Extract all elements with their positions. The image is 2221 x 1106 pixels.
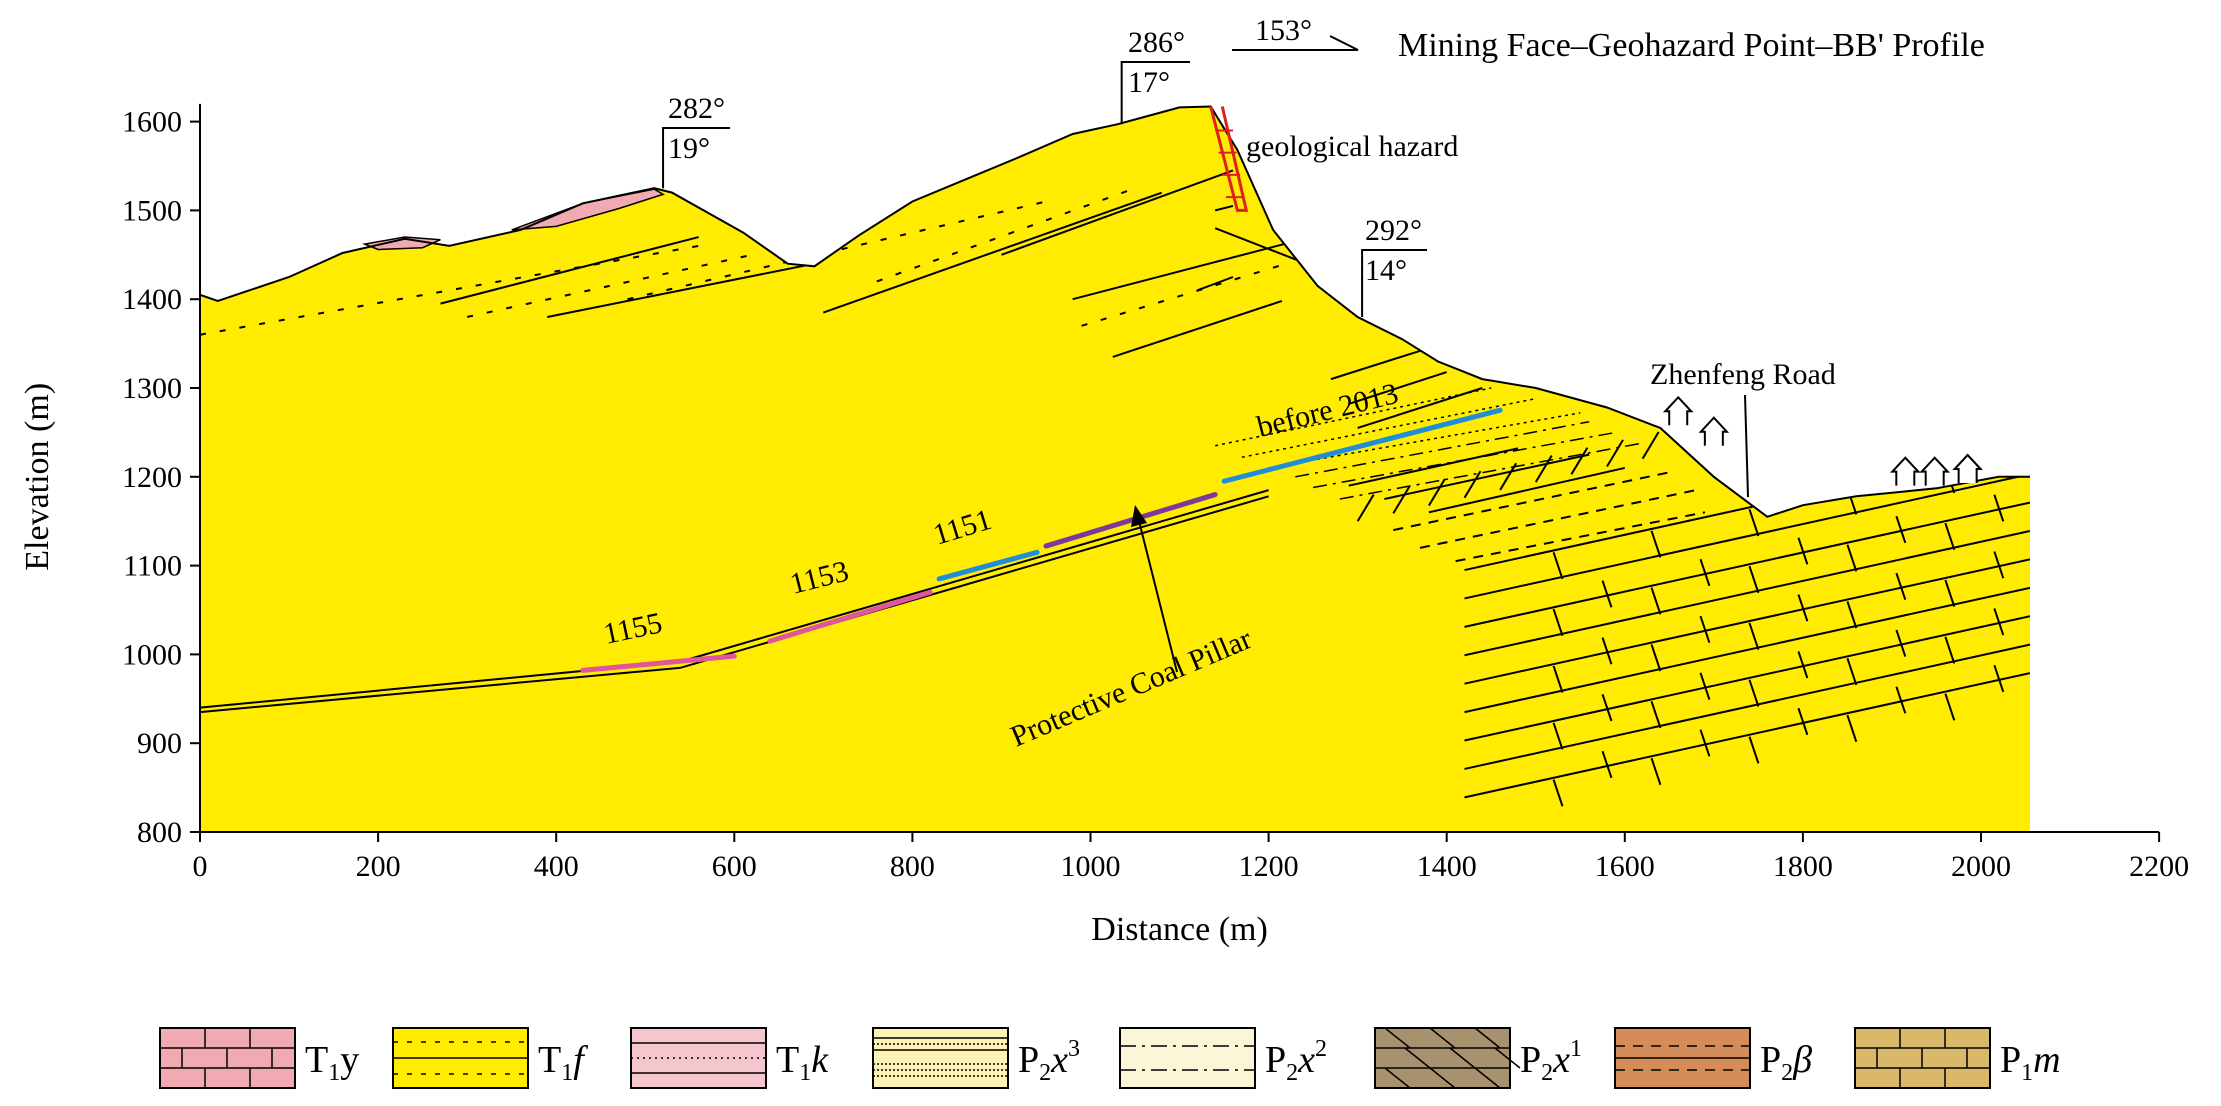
hazard-label: geological hazard (1246, 130, 1458, 163)
y-tick-label: 1500 (122, 194, 182, 227)
face-1151-segment (936, 549, 1040, 582)
y-tick-label: 1100 (123, 550, 182, 583)
pillar-pointer-shaft (1138, 520, 1178, 673)
x-tick-label: 2200 (2129, 850, 2189, 883)
legend-label: P2x1 (1520, 1036, 1582, 1086)
x-tick-label: 200 (356, 850, 401, 883)
attitude-strike: 292° (1365, 214, 1422, 247)
legend-label: T1f (538, 1039, 588, 1086)
legend-label: P1m (2000, 1039, 2061, 1086)
legend-label: T1k (776, 1039, 829, 1086)
attitude-bracket (662, 127, 730, 189)
azimuth-arrow-head (1329, 35, 1359, 51)
protective-coal-pillar-segment (1043, 492, 1218, 549)
profile-azimuth: 153° (1255, 14, 1312, 47)
y-tick-label: 1200 (122, 461, 182, 494)
x-tick-label: 2000 (1951, 850, 2011, 883)
legend-item-P1m: P1m (1854, 1027, 2061, 1089)
legend-item-P2x2: P2x2 (1119, 1027, 1327, 1089)
chart-axes: 0 200 400 600 800 1000 1200 1400 1600 1800 2000 220… (19, 103, 2189, 948)
legend-label: P2β (1760, 1039, 1812, 1086)
hazard-outline (1209, 106, 1249, 212)
attitude-markers: 282° 19° 286° 17° 292° 14° (662, 26, 1427, 317)
x-tick-label: 1000 (1061, 850, 1121, 883)
mining-faces (580, 407, 1503, 673)
legend: T1y T1f T1k P2x3 P2x2 P2x1 P2β P1m (159, 1027, 2061, 1089)
legend-item-T1y: T1y (159, 1027, 359, 1089)
figure-title: Mining Face–Geohazard Point–BB' Profile (1398, 27, 1985, 64)
legend-label: P2x3 (1018, 1036, 1080, 1086)
pillar-pointer-head (1131, 505, 1147, 527)
y-tick-label: 1600 (122, 106, 182, 139)
legend-swatch (872, 1027, 1009, 1089)
layer-T1f (200, 106, 2030, 832)
x-tick-label: 1200 (1239, 850, 1299, 883)
x-axis-title: Distance (m) (1091, 911, 1268, 948)
attitude-dip: 14° (1365, 254, 1407, 287)
before-2013-segment (1221, 407, 1503, 484)
y-tick-label: 900 (137, 727, 182, 760)
legend-item-T1k: T1k (630, 1027, 829, 1089)
profile-title: 153° Mining Face–Geohazard Point–BB' Pro… (1232, 14, 1985, 64)
legend-label: P2x2 (1265, 1036, 1327, 1086)
road-leader-line (1744, 394, 1749, 498)
y-tick-label: 1000 (122, 638, 182, 671)
face-1155-segment (580, 653, 737, 673)
y-tick-label: 1300 (122, 372, 182, 405)
house-icon (1890, 456, 1921, 486)
legend-label: T1y (305, 1039, 359, 1086)
x-tick-label: 600 (712, 850, 757, 883)
attitude-bracket (1120, 61, 1190, 125)
x-tick-label: 1400 (1417, 850, 1477, 883)
geological-hazard-marker (1209, 106, 1249, 212)
x-tick-label: 1800 (1773, 850, 1833, 883)
house-icon (1952, 453, 1983, 484)
legend-item-P2x1: P2x1 (1374, 1027, 1582, 1089)
legend-item-T1f: T1f (392, 1027, 588, 1089)
legend-item-P2x3: P2x3 (872, 1027, 1080, 1089)
attitude-strike: 286° (1128, 26, 1185, 59)
y-tick-label: 800 (137, 816, 182, 849)
legend-swatch (1119, 1027, 1256, 1089)
x-tick-label: 0 (193, 850, 208, 883)
x-tick-label: 400 (534, 850, 579, 883)
legend-item-P2b: P2β (1614, 1027, 1812, 1089)
attitude-strike: 282° (668, 92, 725, 125)
ground-surface-line (199, 105, 2030, 518)
x-tick-label: 800 (890, 850, 935, 883)
house-icon (1919, 456, 1950, 486)
house-icon (1662, 395, 1694, 426)
attitude-dip: 17° (1128, 66, 1170, 99)
face-1153-segment (767, 589, 933, 644)
house-icon (1698, 416, 1730, 446)
road-label: Zhenfeng Road (1650, 358, 1836, 391)
y-axis-title: Elevation (m) (19, 383, 56, 571)
y-tick-label: 1400 (122, 283, 182, 316)
attitude-dip: 19° (668, 132, 710, 165)
x-tick-label: 1600 (1595, 850, 1655, 883)
building-icons (1662, 395, 1983, 486)
attitude-bracket (1361, 249, 1427, 317)
strata-layers (200, 106, 2030, 832)
